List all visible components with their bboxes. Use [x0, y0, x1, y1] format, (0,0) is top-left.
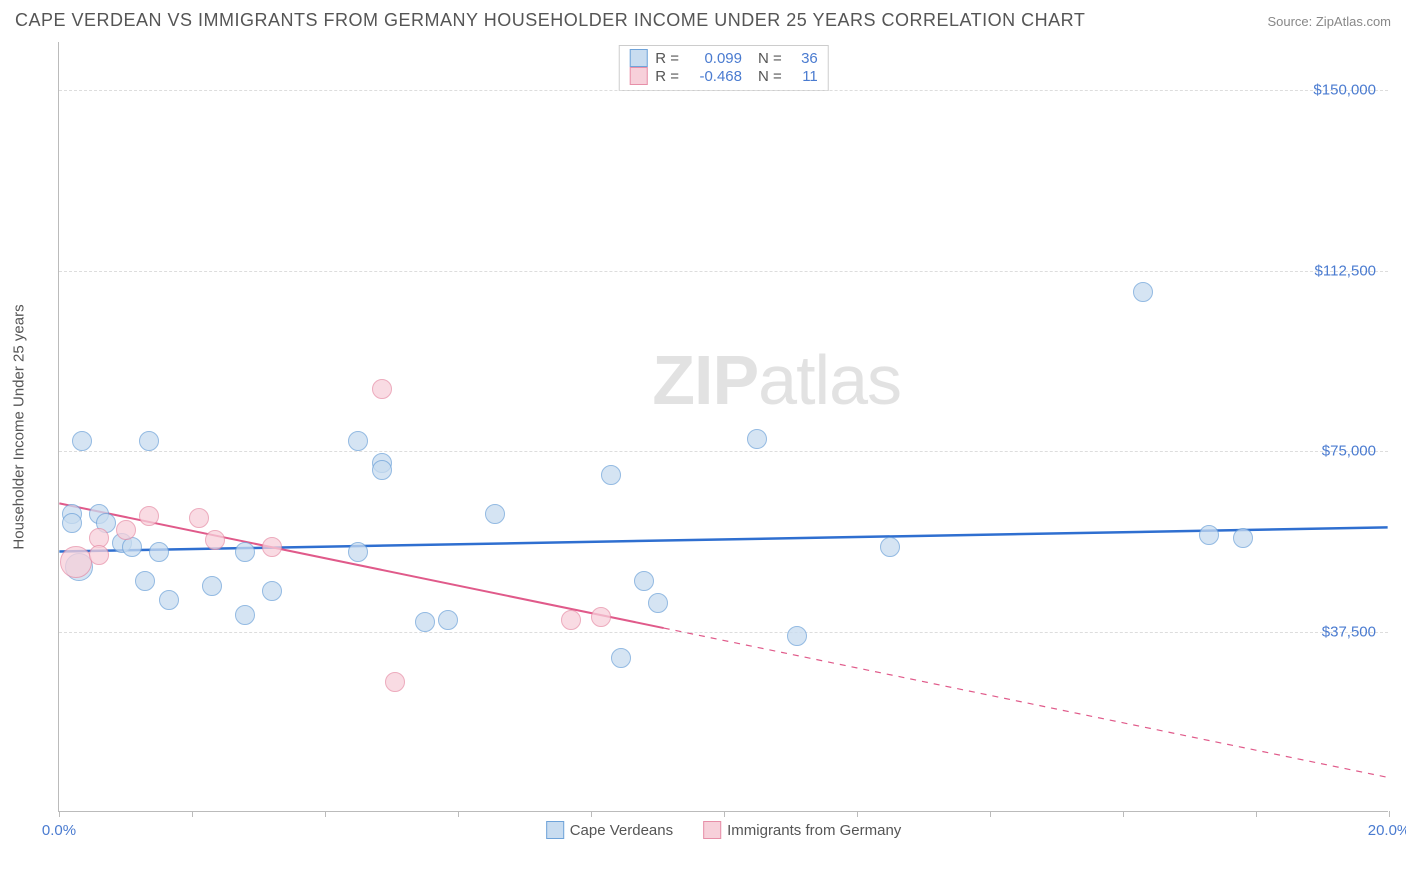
data-point — [438, 610, 458, 630]
data-point — [415, 612, 435, 632]
series-swatch — [629, 49, 647, 67]
stats-row: R = -0.468 N = 11 — [629, 67, 818, 85]
data-point — [202, 576, 222, 596]
data-point — [205, 530, 225, 550]
data-point — [1233, 528, 1253, 548]
watermark: ZIPatlas — [652, 340, 901, 420]
y-tick-label: $75,000 — [1322, 443, 1376, 460]
chart-source: Source: ZipAtlas.com — [1267, 14, 1391, 29]
data-point — [1199, 525, 1219, 545]
gridline — [59, 90, 1388, 91]
n-value: 36 — [790, 50, 818, 67]
x-tick — [192, 811, 193, 817]
legend-item: Cape Verdeans — [546, 821, 673, 839]
data-point — [591, 607, 611, 627]
data-point — [747, 429, 767, 449]
y-tick-label: $112,500 — [1315, 262, 1376, 279]
data-point — [72, 431, 92, 451]
data-point — [648, 593, 668, 613]
stat-label: N = — [758, 68, 782, 85]
data-point — [116, 520, 136, 540]
correlation-stats-box: R = 0.099 N = 36 R = -0.468 N = 11 — [618, 45, 829, 91]
data-point — [348, 431, 368, 451]
gridline — [59, 632, 1388, 633]
x-tick — [1123, 811, 1124, 817]
gridline — [59, 451, 1388, 452]
series-swatch — [629, 67, 647, 85]
data-point — [385, 672, 405, 692]
stat-label: R = — [655, 68, 679, 85]
data-point — [159, 590, 179, 610]
y-tick-label: $37,500 — [1322, 623, 1376, 640]
n-value: 11 — [790, 68, 818, 85]
data-point — [139, 506, 159, 526]
x-tick — [325, 811, 326, 817]
data-point — [348, 542, 368, 562]
data-point — [372, 460, 392, 480]
data-point — [235, 605, 255, 625]
legend-swatch — [703, 821, 721, 839]
plot-area: Householder Income Under 25 years ZIPatl… — [58, 42, 1388, 812]
data-point — [62, 513, 82, 533]
y-tick-label: $150,000 — [1313, 82, 1376, 99]
legend: Cape Verdeans Immigrants from Germany — [546, 821, 902, 839]
stat-label: N = — [758, 50, 782, 67]
x-tick — [59, 811, 60, 817]
data-point — [561, 610, 581, 630]
data-point — [139, 431, 159, 451]
r-value: -0.468 — [687, 68, 742, 85]
x-tick — [1389, 811, 1390, 817]
data-point — [372, 379, 392, 399]
chart-header: CAPE VERDEAN VS IMMIGRANTS FROM GERMANY … — [15, 10, 1391, 31]
data-point — [880, 537, 900, 557]
chart-title: CAPE VERDEAN VS IMMIGRANTS FROM GERMANY … — [15, 10, 1085, 31]
data-point — [189, 508, 209, 528]
legend-label: Immigrants from Germany — [727, 822, 901, 839]
x-tick — [724, 811, 725, 817]
data-point — [485, 504, 505, 524]
x-min-label: 0.0% — [42, 822, 76, 839]
x-tick — [591, 811, 592, 817]
legend-label: Cape Verdeans — [570, 822, 673, 839]
data-point — [149, 542, 169, 562]
stat-label: R = — [655, 50, 679, 67]
gridline — [59, 271, 1388, 272]
stats-row: R = 0.099 N = 36 — [629, 49, 818, 67]
x-tick — [857, 811, 858, 817]
x-tick — [458, 811, 459, 817]
r-value: 0.099 — [687, 50, 742, 67]
data-point — [262, 537, 282, 557]
data-point — [611, 648, 631, 668]
legend-swatch — [546, 821, 564, 839]
data-point — [60, 546, 92, 578]
data-point — [235, 542, 255, 562]
x-tick — [1256, 811, 1257, 817]
data-point — [262, 581, 282, 601]
y-axis-title: Householder Income Under 25 years — [11, 304, 28, 549]
data-point — [787, 626, 807, 646]
data-point — [601, 465, 621, 485]
legend-item: Immigrants from Germany — [703, 821, 901, 839]
data-point — [634, 571, 654, 591]
data-point — [135, 571, 155, 591]
trend-lines — [59, 42, 1388, 811]
data-point — [89, 545, 109, 565]
data-point — [1133, 282, 1153, 302]
x-max-label: 20.0% — [1368, 822, 1406, 839]
x-tick — [990, 811, 991, 817]
